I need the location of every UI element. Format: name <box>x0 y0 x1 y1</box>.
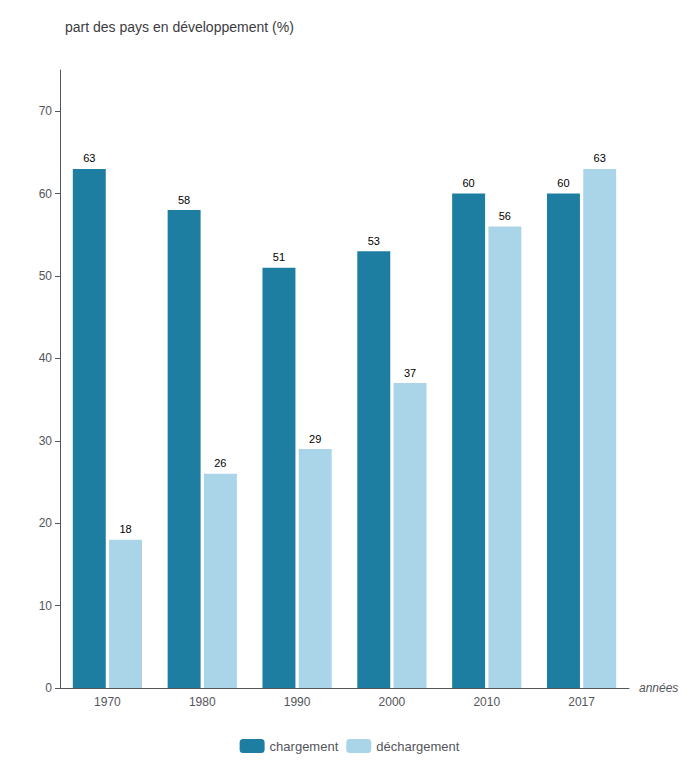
svg-text:20: 20 <box>39 516 53 530</box>
svg-text:10: 10 <box>39 599 53 613</box>
svg-text:2000: 2000 <box>379 695 406 709</box>
svg-text:1980: 1980 <box>189 695 216 709</box>
svg-text:56: 56 <box>499 210 511 222</box>
svg-text:63: 63 <box>594 152 606 164</box>
svg-text:18: 18 <box>119 523 131 535</box>
svg-text:60: 60 <box>39 187 53 201</box>
svg-text:part des pays en développement: part des pays en développement (%) <box>65 19 294 35</box>
svg-text:déchargement: déchargement <box>376 739 459 754</box>
svg-text:40: 40 <box>39 351 53 365</box>
svg-text:26: 26 <box>214 457 226 469</box>
svg-text:chargement: chargement <box>270 739 339 754</box>
svg-text:50: 50 <box>39 269 53 283</box>
svg-text:0: 0 <box>45 681 52 695</box>
svg-text:années: années <box>639 681 678 695</box>
svg-text:53: 53 <box>368 235 380 247</box>
svg-text:29: 29 <box>309 433 321 445</box>
svg-text:58: 58 <box>178 194 190 206</box>
svg-text:51: 51 <box>273 251 285 263</box>
svg-text:1990: 1990 <box>284 695 311 709</box>
svg-text:37: 37 <box>404 367 416 379</box>
svg-text:1970: 1970 <box>94 695 121 709</box>
svg-text:60: 60 <box>462 177 474 189</box>
svg-text:60: 60 <box>557 177 569 189</box>
svg-text:63: 63 <box>83 152 95 164</box>
svg-text:2010: 2010 <box>473 695 500 709</box>
svg-text:70: 70 <box>39 104 53 118</box>
svg-text:2017: 2017 <box>568 695 595 709</box>
svg-text:30: 30 <box>39 434 53 448</box>
